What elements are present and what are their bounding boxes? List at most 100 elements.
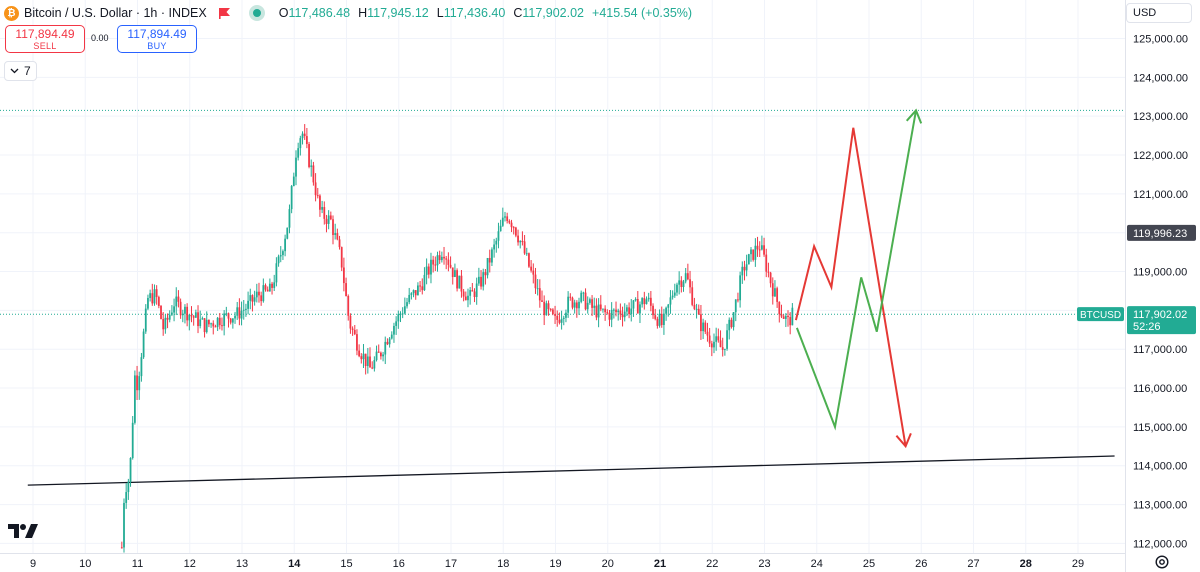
candle-body (464, 296, 467, 301)
candle-body (175, 296, 178, 307)
currency-value: USD (1133, 7, 1157, 19)
flag-icon[interactable] (218, 7, 231, 19)
symbol-tag-box (1077, 307, 1124, 322)
candle-body (626, 307, 628, 312)
candle-body (545, 303, 548, 316)
symbol-title[interactable]: Bitcoin / U.S. Dollar · 1h · INDEX (24, 6, 207, 20)
candle-body (358, 350, 361, 357)
candle-body (700, 314, 702, 332)
market-open-dot (252, 9, 261, 17)
candle-body (332, 219, 334, 235)
candle-body (273, 282, 276, 288)
candle-body (480, 276, 482, 287)
candle-body (373, 360, 376, 369)
candle-body (541, 300, 543, 302)
bullish-projection-arrow[interactable] (795, 110, 917, 431)
sell-button[interactable]: 117,894.49 SELL (5, 25, 85, 53)
candle-body (388, 338, 391, 345)
candle-body (665, 307, 667, 314)
candle-body (266, 289, 269, 292)
chevron-icon (10, 68, 19, 74)
time-tick-label: 13 (236, 558, 248, 570)
candle-body (532, 270, 535, 275)
candle-body (460, 275, 463, 292)
candle-body (578, 301, 580, 309)
time-tick-label: 29 (1072, 558, 1084, 570)
candle-body (353, 329, 356, 335)
candle-body (321, 207, 324, 210)
support-trendline[interactable] (27, 455, 1115, 486)
candle-body (754, 245, 757, 260)
candle-body (475, 283, 478, 297)
candle-body (260, 295, 263, 302)
candle-body (604, 308, 607, 313)
trading-panel: 117,894.49 SELL 0.00 117,894.49 BUY (0, 25, 200, 53)
candle-body (528, 253, 530, 267)
candle-body (774, 288, 776, 297)
candle-body (144, 308, 147, 332)
price-tick-label: 113,000.00 (1133, 500, 1187, 512)
candle-body (403, 306, 406, 314)
candle-body (236, 307, 239, 316)
candle-body (636, 299, 639, 314)
candle-body (771, 283, 774, 297)
candle-body (739, 275, 742, 301)
candle-body (153, 289, 156, 304)
price-axis[interactable]: 125,000.00 124,000.00 123,000.00 122,000.00… (1125, 0, 1189, 572)
buy-button[interactable]: 117,894.49 BUY (117, 25, 197, 53)
candle-body (390, 334, 393, 339)
tradingview-logo[interactable] (8, 523, 38, 539)
candle-body (591, 299, 593, 308)
candle-body (787, 315, 789, 317)
time-axis[interactable]: 9 10 11 12 13 14 15 16 17 18 19 20 21 22 23 24 25 26 27 28 2… (0, 553, 1125, 571)
candle-body (284, 238, 287, 252)
candle-body (663, 313, 665, 326)
bearish-projection-arrow[interactable] (794, 127, 907, 447)
ohlc-high: H117,945.12 (358, 6, 429, 20)
time-tick-label: 17 (445, 558, 457, 570)
dotted-price-levels (0, 109, 1125, 315)
candle-body (364, 353, 367, 366)
candle-body (784, 315, 787, 319)
market-status-icon[interactable] (248, 5, 265, 21)
candle-body (231, 318, 234, 323)
candle-body (425, 266, 428, 275)
candle-body (695, 308, 698, 310)
candle-body (205, 319, 208, 333)
settings-icon[interactable] (1154, 554, 1170, 570)
candle-body (689, 279, 691, 288)
support-line[interactable] (27, 455, 1115, 486)
candle-body (741, 266, 744, 276)
currency-selector[interactable]: USD (1126, 3, 1192, 23)
price-tick-label: 117,000.00 (1133, 344, 1187, 356)
candle-body (395, 321, 398, 326)
candle-body (758, 249, 761, 251)
candle-body (593, 305, 596, 308)
time-tick-label: 24 (811, 558, 823, 570)
candle-body (305, 136, 308, 145)
candle-body (401, 313, 404, 315)
projection-arrows[interactable] (794, 108, 923, 449)
candle-body (643, 298, 646, 305)
time-tick-label: 26 (915, 558, 927, 570)
candle-body (493, 244, 496, 250)
candle-body (778, 301, 781, 315)
buy-price: 117,894.49 (127, 26, 187, 41)
candle-body (789, 316, 792, 326)
indicators-toggle[interactable]: 7 (4, 61, 37, 81)
candle-body (190, 314, 193, 317)
candle-body (177, 296, 180, 302)
bullish-projection-arrow-head (905, 108, 923, 124)
candle-body (162, 318, 165, 330)
candle-body (523, 241, 526, 254)
candle-body (303, 133, 306, 137)
candle-body (671, 295, 674, 298)
candle-body (506, 216, 509, 221)
time-tick-label: 28 (1020, 558, 1032, 570)
candle-body (586, 302, 589, 310)
candle-body (765, 254, 768, 272)
candle-body (756, 245, 759, 250)
candle-body (554, 314, 556, 316)
